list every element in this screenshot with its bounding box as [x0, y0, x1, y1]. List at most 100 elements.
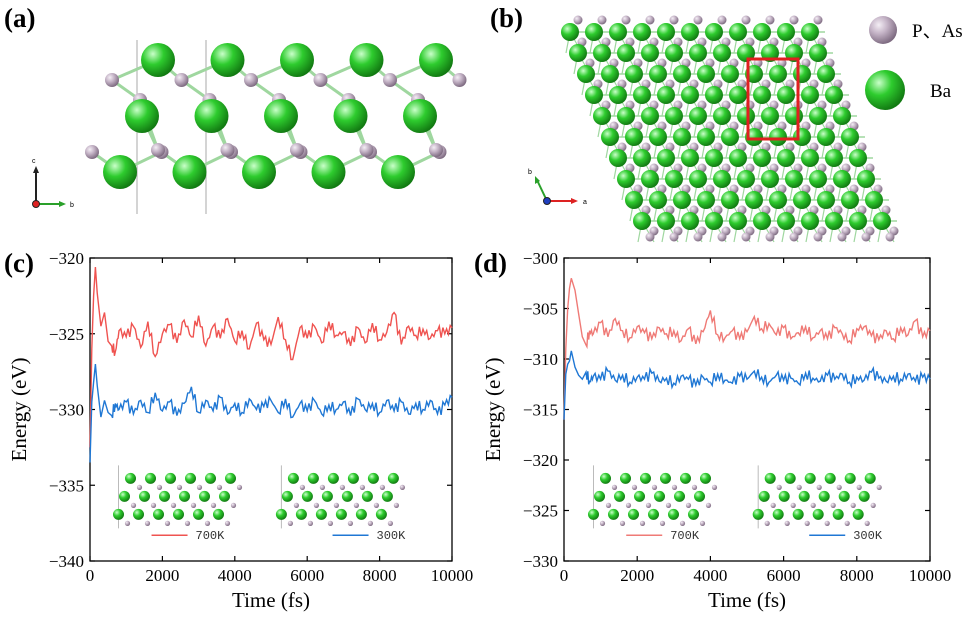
ba-atom [617, 170, 635, 188]
y-tick-label: −320 [49, 249, 84, 268]
p-as-atom [151, 143, 165, 157]
p-as-atom [669, 232, 679, 242]
ba-atom [729, 212, 747, 230]
ba-atom [633, 149, 651, 167]
ba-atom [172, 155, 207, 189]
ba-atom [673, 191, 691, 209]
energy-chart-c: 0 2000 4000 6000 8000 10000 −340 −335 −330 −325 −3… [7, 249, 473, 612]
ba-atom [633, 23, 651, 41]
p-as-atom [741, 232, 751, 242]
ba-atom [841, 128, 859, 146]
ba-atom [633, 212, 651, 230]
ba-atom [769, 65, 787, 83]
p-as-atom [837, 232, 847, 242]
ba-atom [569, 44, 587, 62]
ba-atom [785, 107, 803, 125]
ba-atom [657, 23, 675, 41]
x-tick-label: 10000 [909, 566, 952, 585]
md-snapshot-inset [113, 465, 243, 529]
y-tick-label: −330 [49, 401, 84, 420]
x-tick-label: 10000 [431, 566, 474, 585]
ba-atom [705, 149, 723, 167]
ba-atom [801, 23, 819, 41]
x-tick-label: 2000 [145, 566, 179, 585]
p-as-atom [645, 232, 655, 242]
ba-atom [761, 107, 779, 125]
ba-atom [333, 99, 368, 133]
axis-b-label-top: b [528, 169, 532, 176]
p-as-atom [621, 15, 631, 25]
p-as-atom [813, 232, 823, 242]
ba-atom [689, 170, 707, 188]
p-as-atom [313, 73, 328, 87]
ba-atom [849, 149, 867, 167]
ba-atom [585, 23, 603, 41]
y-axis-title: Energy (eV) [481, 358, 505, 462]
ba-atom [801, 212, 819, 230]
y-tick-label: −330 [523, 552, 558, 571]
p-as-atom [789, 15, 799, 25]
panel-b-label: (b) [490, 3, 523, 33]
ba-atom [609, 149, 627, 167]
legend-marker-ba [865, 70, 905, 110]
atom-legend: P、As Ba [865, 16, 963, 110]
legend-series-label: 300K [377, 529, 407, 543]
p-as-atom [597, 15, 607, 25]
x-tick-label: 2000 [620, 566, 654, 585]
p-as-atom [359, 143, 374, 157]
unit-cell-box [746, 57, 800, 141]
ba-atom [311, 155, 346, 189]
x-tick-label: 6000 [290, 566, 324, 585]
legend-series-label: 700K [196, 529, 226, 543]
md-snapshot-inset [588, 465, 718, 529]
ba-atom [793, 65, 811, 83]
ba-atom [649, 128, 667, 146]
ba-atom [753, 86, 771, 104]
ba-atom [141, 43, 175, 77]
ba-atom [681, 212, 699, 230]
ba-atom [865, 191, 883, 209]
ba-atom [777, 149, 795, 167]
ba-atom [705, 23, 723, 41]
ba-atom [697, 65, 715, 83]
ba-atom [817, 128, 835, 146]
ba-atom [681, 149, 699, 167]
p-as-atom [789, 232, 799, 242]
x-tick-label: 4000 [693, 566, 727, 585]
ba-atom [825, 149, 843, 167]
p-as-atom [383, 73, 397, 87]
ba-atom [713, 170, 731, 188]
axis-c-label: c [32, 158, 36, 165]
axis-triad-b: b a [528, 169, 587, 206]
p-as-atom [861, 232, 871, 242]
ba-atom [753, 212, 771, 230]
ba-atom [577, 65, 595, 83]
ba-atom [381, 155, 415, 189]
ba-atom [561, 23, 579, 41]
ba-atom [689, 107, 707, 125]
ba-atom [609, 86, 627, 104]
p-as-atom [290, 143, 304, 157]
x-tick-label: 0 [560, 566, 569, 585]
ba-atom [194, 99, 229, 133]
ba-atom [665, 44, 683, 62]
ba-atom [825, 212, 843, 230]
ba-atom [641, 44, 659, 62]
ba-atom [729, 86, 747, 104]
ba-atom [721, 65, 739, 83]
ba-atom [809, 170, 827, 188]
ba-atom [280, 43, 314, 77]
y-tick-label: −340 [49, 552, 84, 571]
y-axis-title: Energy (eV) [7, 358, 31, 462]
panel-d: (d) 0 2000 4000 6000 8000 10000 −330 −325 −320 −3… [474, 248, 951, 612]
ba-atom [705, 212, 723, 230]
crystal-side-view [85, 40, 467, 214]
ba-atom [801, 149, 819, 167]
y-tick-label: −325 [523, 502, 558, 521]
ba-atom [617, 44, 635, 62]
p-as-atom [452, 73, 467, 87]
p-as-atom [85, 145, 99, 159]
crystal-top-view [561, 15, 899, 243]
ba-atom [769, 128, 787, 146]
